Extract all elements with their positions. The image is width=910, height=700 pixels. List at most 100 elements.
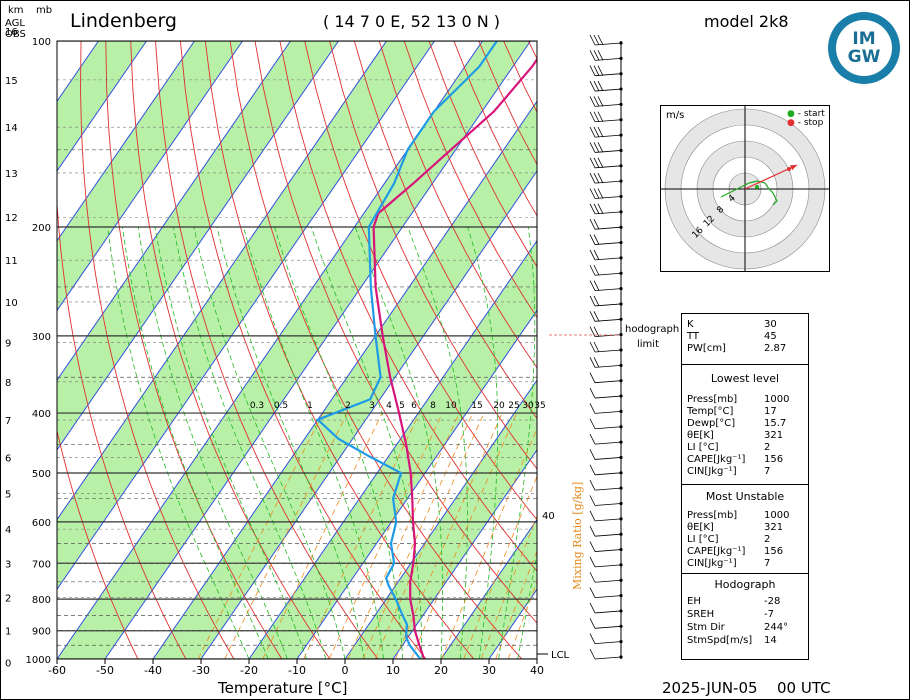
wind-barb-shaft [594, 104, 622, 107]
km-tick-label: 4 [5, 525, 11, 536]
pressure-tick-label: 900 [32, 627, 51, 638]
temp-tick-label: -60 [48, 664, 66, 677]
wind-barb-flag [589, 80, 596, 92]
station-title: Lindenberg [70, 10, 177, 32]
index-value: 2.87 [764, 343, 787, 354]
wind-barb-shaft [594, 579, 622, 583]
isotherm [152, 100, 537, 659]
temp-tick-label: -20 [240, 664, 258, 677]
isotherm [57, 41, 147, 172]
wind-barb-flag [589, 602, 596, 614]
hodograph-ring-label: 4 [727, 193, 738, 204]
km-tick-label: 13 [5, 169, 18, 180]
index-label: CIN[Jkg⁻¹] [687, 466, 737, 477]
wind-barb-shaft [594, 180, 622, 184]
index-value: 14 [764, 635, 777, 646]
isotherm [57, 41, 195, 242]
pressure-tick-label: 300 [32, 332, 51, 343]
wind-barb-flag [593, 326, 600, 337]
mb-unit: mb [36, 5, 53, 16]
wind-barb-flag [593, 234, 600, 245]
km-tick-label: 0 [5, 659, 11, 670]
wind-barb-flag [593, 80, 600, 92]
wind-barb-flag [589, 464, 596, 475]
wind-barb-flag [589, 172, 596, 184]
wind-barb-flag [593, 219, 600, 230]
mixing-ratio-label: 0.3 [250, 401, 264, 411]
wind-barb-flag [589, 357, 596, 368]
index-value: 2 [764, 442, 771, 453]
temp-tick-label: 20 [434, 664, 448, 677]
wind-barb-flag [589, 341, 596, 353]
temp-tick-label: 30 [482, 664, 496, 677]
km-tick-label: 15 [5, 76, 18, 87]
wind-barb-flag [589, 311, 596, 322]
wind-barb-shaft [594, 441, 622, 445]
index-label: K [687, 319, 694, 330]
hodograph-limit-label: hodograph [625, 324, 679, 335]
isotherm [248, 239, 537, 659]
wind-barb-flag [589, 572, 596, 583]
moist-adiabat [107, 226, 250, 659]
wind-barb-shaft [594, 364, 622, 368]
wind-barb-shaft [594, 549, 622, 552]
wind-barb-shaft [594, 150, 622, 153]
isotherm [57, 41, 387, 521]
lcl-label: LCL [551, 650, 570, 661]
isotherm [440, 518, 537, 659]
wind-barb-flag [589, 188, 596, 199]
hodograph-panel: 4 8 12 16 m/s ● - start ● - stop [660, 105, 830, 272]
wind-barb-shaft [594, 411, 622, 414]
pressure-tick-label: 800 [32, 595, 51, 606]
wind-barb-flag [589, 526, 596, 537]
x-axis-label: Temperature [°C] [218, 679, 348, 697]
wind-barb-flag [593, 203, 600, 215]
pressure-tick-label: 500 [32, 469, 51, 480]
index-value: 2 [764, 534, 771, 545]
wind-barb-shaft [594, 272, 622, 276]
index-label: Press[mb] [687, 510, 738, 521]
isotherm [344, 379, 537, 659]
wind-barb-flag [589, 96, 596, 107]
km-tick-label: 3 [5, 560, 11, 571]
wind-barb-flag [593, 50, 600, 61]
wind-barb-flag [597, 65, 604, 76]
mixing-ratio-label: 6 [411, 401, 417, 411]
pressure-tick-label: 100 [32, 37, 51, 48]
wind-barb-shaft [594, 303, 622, 307]
index-value: 156 [764, 454, 784, 465]
wind-barb-shaft [594, 487, 622, 491]
hodograph-start [755, 185, 759, 189]
logo-bottom: GW [847, 47, 881, 67]
isotherm [392, 448, 537, 659]
wind-barb-flag [589, 111, 596, 122]
hodograph-stats-title: Hodograph [714, 578, 776, 591]
km-tick-label: 14 [5, 123, 18, 134]
temp-tick-label: -10 [288, 664, 306, 677]
wind-barb-flag [593, 249, 600, 261]
pressure-tick-label: 200 [32, 223, 51, 234]
wind-barb-shaft [594, 196, 622, 199]
index-value: -28 [764, 596, 781, 607]
wind-barb-flag [597, 142, 604, 153]
wind-barb-flag [597, 34, 604, 46]
index-value: 156 [764, 546, 784, 557]
wind-barb-flag [589, 372, 596, 383]
index-label: Press[mb] [687, 394, 738, 405]
index-value: 1000 [764, 510, 790, 521]
pressure-tick-label: 1000 [26, 655, 51, 666]
wind-barb-flag [589, 234, 596, 245]
wind-barb-flag [589, 449, 596, 460]
index-label: CAPE[Jkg⁻¹] [687, 546, 746, 557]
wind-barb-flag [589, 387, 596, 399]
wind-barb-flag [589, 510, 596, 522]
legend-start: ● - start [787, 109, 825, 119]
wind-barb-flag [597, 188, 604, 199]
index-value: 15.7 [764, 418, 787, 429]
index-label: Stm Dir [687, 622, 725, 633]
pressure-tick-label: 600 [32, 518, 51, 529]
temperature-profile [372, 57, 537, 659]
wind-barb-flag [589, 295, 596, 307]
index-label: Dewp[°C] [687, 418, 736, 429]
wind-barb-shaft [594, 656, 622, 660]
